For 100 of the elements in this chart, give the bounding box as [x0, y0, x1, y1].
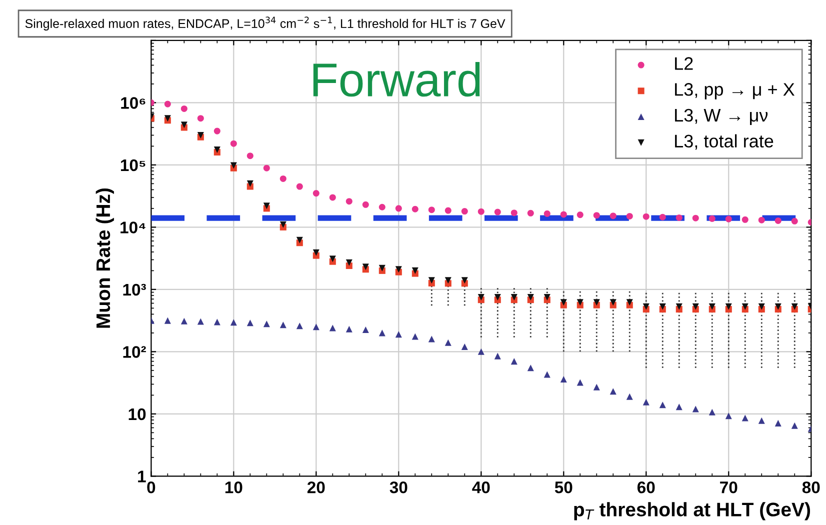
point [642, 303, 650, 310]
point [510, 358, 518, 365]
point [544, 294, 550, 300]
point [725, 412, 732, 420]
point [246, 180, 254, 187]
point [758, 216, 765, 224]
point [428, 277, 435, 284]
point [692, 303, 699, 310]
point [378, 204, 386, 210]
point [412, 267, 418, 274]
point [527, 294, 534, 300]
point [280, 221, 286, 228]
point [527, 210, 534, 216]
point [593, 384, 600, 390]
point [692, 406, 699, 412]
point [560, 299, 567, 306]
point [659, 402, 666, 408]
point [280, 175, 286, 182]
point [197, 115, 204, 122]
point [230, 140, 237, 147]
y-tick-label: 10 [128, 408, 146, 420]
point [626, 299, 633, 306]
annotation: Forward [313, 62, 480, 97]
legend-label: L3, W → μν [675, 108, 768, 125]
y-axis-title: Muon Rate (Hz) [96, 188, 114, 328]
point [560, 376, 567, 383]
point [329, 324, 336, 332]
point [494, 208, 501, 216]
point [692, 214, 699, 222]
point [428, 206, 435, 214]
point [444, 277, 452, 284]
y-tick-label: 1 [138, 470, 146, 482]
point [296, 236, 303, 244]
point [642, 213, 650, 220]
point [164, 100, 171, 108]
point [263, 164, 270, 172]
point [510, 210, 518, 216]
point [725, 303, 732, 310]
point [610, 388, 616, 395]
point [576, 212, 584, 218]
point [742, 216, 748, 223]
point [378, 264, 386, 272]
point [180, 318, 188, 324]
point [263, 320, 270, 328]
point [774, 303, 782, 310]
point [626, 393, 633, 400]
point [527, 364, 534, 372]
point [214, 318, 220, 326]
legend-label: L3, pp → μ + X [675, 83, 795, 100]
point [742, 414, 748, 422]
point [164, 317, 171, 324]
point [659, 214, 666, 220]
point [791, 218, 798, 224]
point [478, 294, 484, 300]
point [593, 212, 600, 219]
y-tick-label: 10⁵ [120, 159, 146, 172]
x-axis-title: p$_{T}$ threshold at HLT (GeV) [574, 502, 810, 520]
y-tick-label: 10⁴ [120, 222, 146, 234]
point [791, 422, 798, 429]
point [296, 322, 303, 330]
x-tick-label: 20 [307, 481, 325, 494]
point [395, 205, 402, 212]
point [461, 277, 468, 284]
point [510, 294, 518, 300]
point [774, 420, 782, 426]
point [758, 417, 765, 424]
x-tick-label: 10 [225, 481, 242, 494]
point [676, 214, 682, 221]
point [576, 299, 584, 306]
point [362, 201, 369, 208]
point [659, 303, 666, 310]
point [610, 299, 616, 306]
point [296, 183, 303, 190]
point [444, 207, 452, 214]
point [362, 326, 369, 334]
x-tick-label: 60 [637, 481, 655, 494]
point [461, 343, 468, 350]
point [197, 318, 204, 325]
point [774, 217, 782, 224]
point [428, 336, 435, 342]
point [742, 303, 748, 310]
point [246, 320, 254, 326]
x-tick-label: 0 [147, 481, 156, 494]
point [346, 326, 352, 332]
point [676, 303, 682, 310]
point [444, 339, 452, 346]
y-tick-label: 10² [123, 346, 146, 358]
point [544, 210, 550, 217]
point [362, 264, 369, 270]
x-tick-label: 40 [472, 481, 490, 494]
chart-title: Single-relaxed muon rates, ENDCAP, L=10$^{34}$ cm$^{−2}$ s$^{−1}$, L1 threshold for HLT is 7 GeV [25, 16, 506, 30]
point [230, 162, 237, 169]
point [610, 212, 616, 220]
point [576, 379, 584, 386]
point [312, 190, 320, 197]
point [395, 331, 402, 338]
x-tick-label: 70 [720, 481, 738, 494]
x-tick-label: 50 [554, 481, 572, 494]
point [280, 322, 286, 328]
point [180, 122, 188, 128]
